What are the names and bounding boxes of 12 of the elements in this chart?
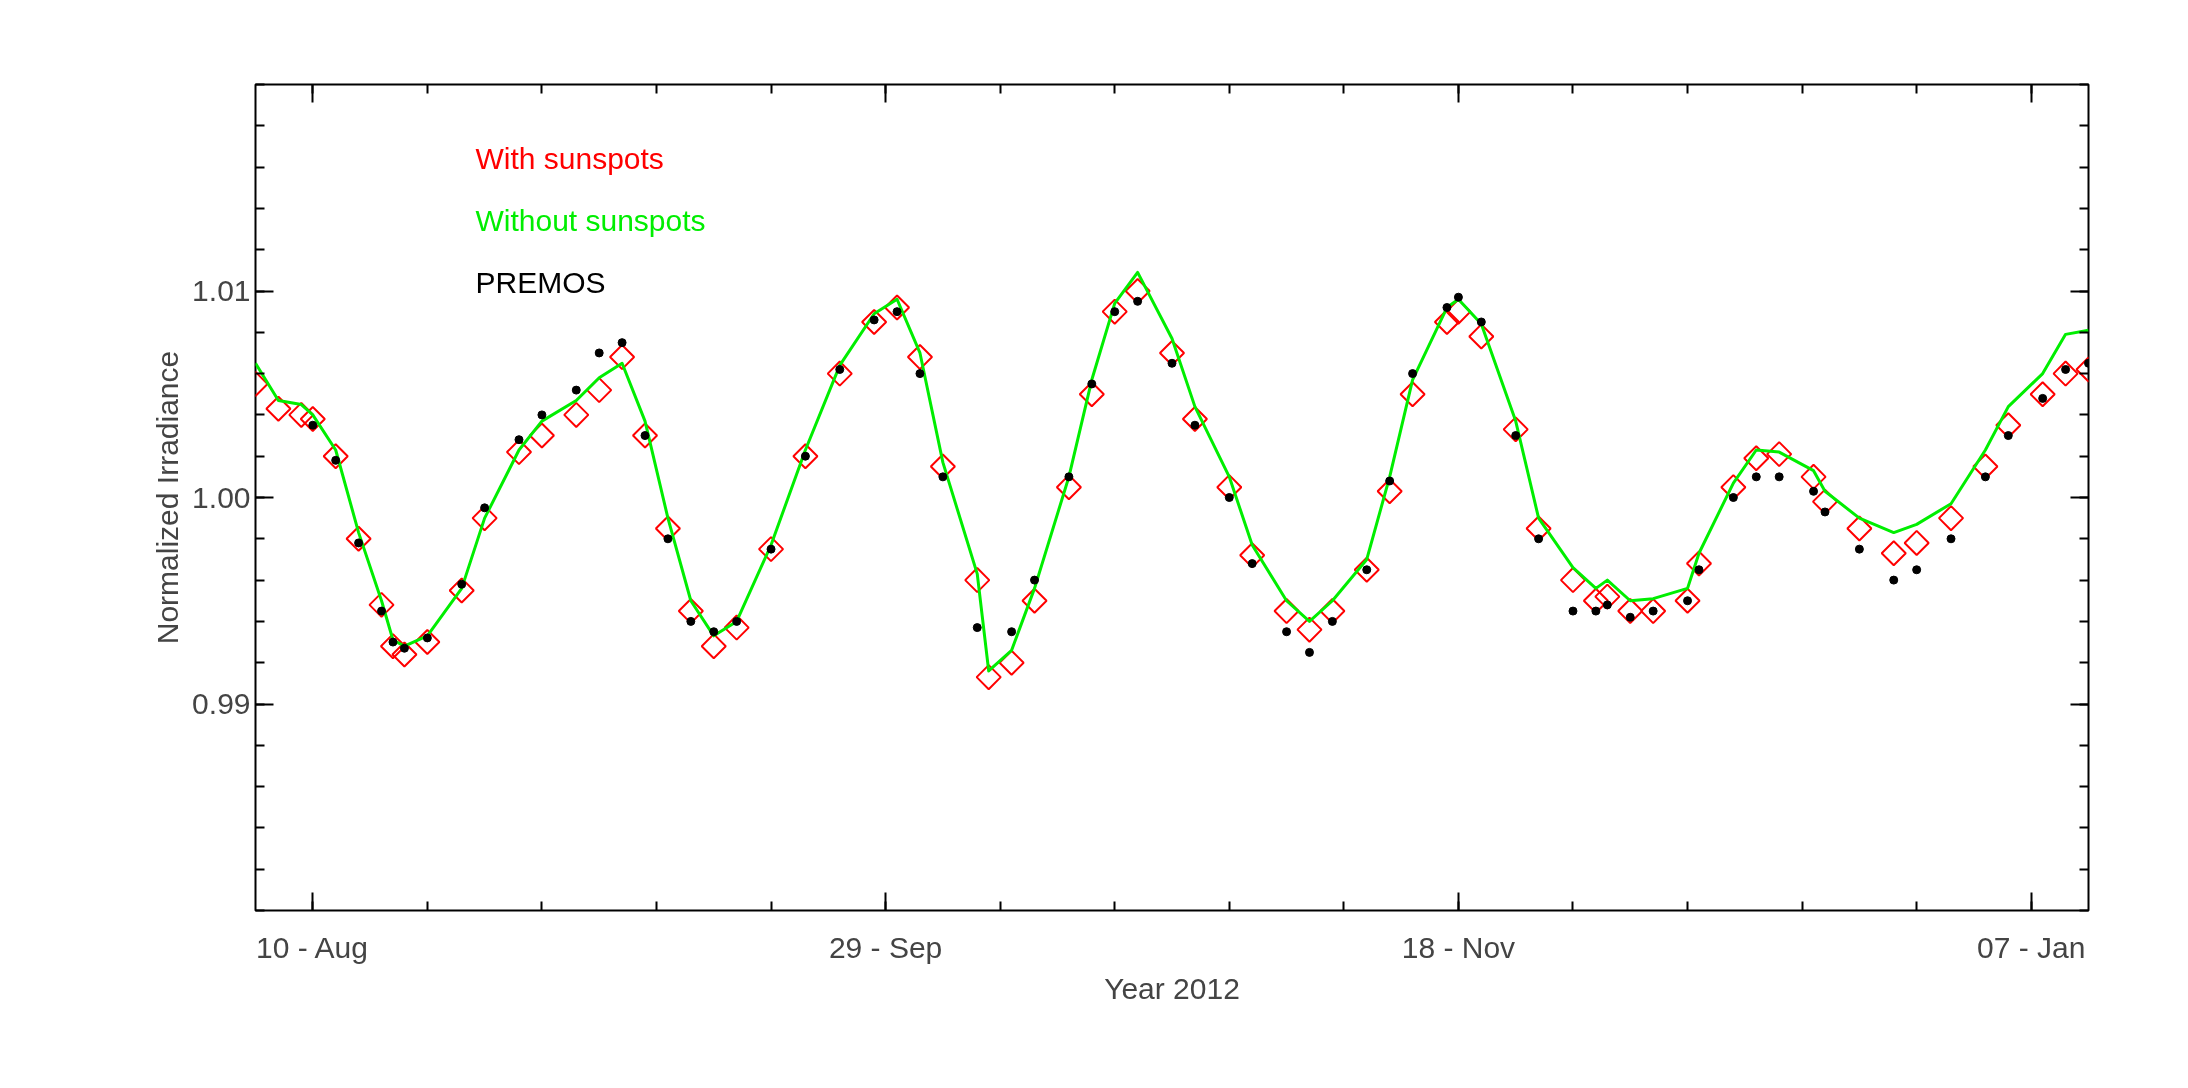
y-axis-title: Normalized Irradiance <box>151 350 185 645</box>
text: With sunspots <box>475 142 664 176</box>
series-label: PREMOS <box>475 266 606 300</box>
x-tick-label: 18 - Nov <box>1401 930 1516 964</box>
y-tick-label: 1.00 <box>192 480 251 514</box>
y-tick-label: 0.99 <box>192 687 251 720</box>
x-tick-label: 10 - Aug <box>256 930 368 964</box>
x-tick-label: 07 - Jan <box>1977 930 2086 964</box>
x-axis-title: Year 2012 <box>1104 971 1240 1005</box>
y-tick-label: 1.01 <box>192 274 251 307</box>
x-tick-label: 29 - Sep <box>828 930 943 964</box>
text: Without sunspots <box>475 204 706 238</box>
